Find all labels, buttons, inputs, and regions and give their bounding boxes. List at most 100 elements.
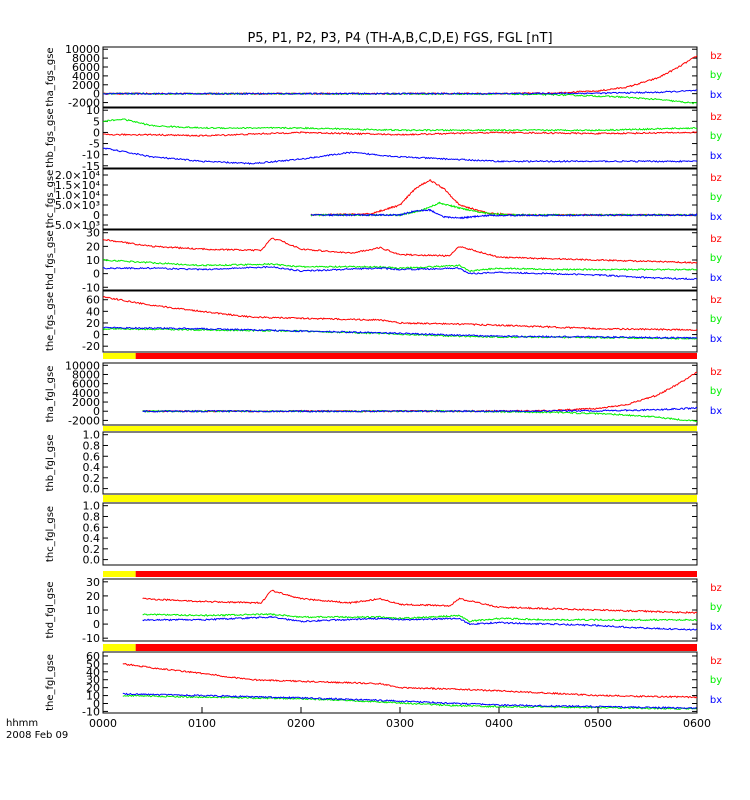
series-by [142, 409, 697, 423]
panel-frame [102, 502, 698, 566]
flag-bar-yellow [103, 571, 136, 577]
y-tick-label: 30 [86, 576, 100, 589]
y-tick-label: 4000 [72, 387, 100, 400]
y-axis-label: thd_fgl_gse [45, 582, 56, 639]
series-bz [103, 131, 697, 138]
y-tick-label: 40 [86, 666, 100, 679]
legend-bx: bx [710, 695, 722, 706]
series-bx [142, 406, 697, 413]
y-tick-label: -15 [82, 160, 100, 173]
y-tick-label: 0.6 [83, 521, 101, 534]
x-tick-label: 0400 [485, 717, 513, 730]
flag-bar-red [135, 353, 698, 359]
legend-by: by [710, 386, 722, 397]
panel-thc_fgl_gse: 1.00.80.60.40.20.0 thc_fgl_gse [45, 500, 698, 567]
legend-bx: bx [710, 90, 722, 101]
y-tick-label: 60 [86, 294, 100, 307]
series-bz [142, 371, 697, 413]
legend-bx: bx [710, 151, 722, 162]
y-tick-label: 30 [86, 674, 100, 687]
y-tick-label: -2000 [68, 414, 100, 427]
panel-frame [102, 46, 698, 108]
y-tick-label: 2.0×10⁴ [55, 169, 101, 182]
panel-frame [102, 107, 698, 169]
y-tick-label: 0.0 [83, 483, 101, 496]
y-tick-label: 60 [86, 650, 100, 663]
y-axis-label: thd_fgs_gse [45, 230, 56, 289]
x-tick-label: 0200 [287, 717, 315, 730]
y-tick-label: 10 [86, 104, 100, 117]
series-bx [103, 265, 697, 281]
series-by [103, 118, 697, 132]
series-bz [122, 663, 697, 699]
series-bx [103, 326, 697, 340]
y-tick-label: 0.4 [83, 532, 101, 545]
legend-by: by [710, 314, 722, 325]
y-tick-label: 0 [93, 126, 100, 139]
legend-bz: bz [710, 112, 722, 123]
y-tick-label: 50 [86, 658, 100, 671]
x-tick-label: 0600 [683, 717, 711, 730]
y-axis-label: tha_fgl_gse [45, 366, 56, 423]
legend-bz: bz [710, 656, 722, 667]
y-tick-label: 0.8 [83, 510, 101, 523]
y-axis-label: the_fgs_gse [45, 292, 56, 351]
legend-bx: bx [710, 406, 722, 417]
series-bz [142, 589, 697, 615]
series-bz [310, 179, 697, 217]
y-tick-label: 6000 [72, 378, 100, 391]
y-tick-label: 0.0 [83, 554, 101, 567]
y-tick-label: 0.6 [83, 450, 101, 463]
y-tick-label: 30 [86, 227, 100, 240]
y-tick-label: -10 [82, 281, 100, 294]
y-tick-label: 10 [86, 604, 100, 617]
y-tick-label: 1.0 [83, 429, 101, 442]
y-tick-label: 1.5×10⁴ [55, 179, 101, 192]
y-axis-label: thb_fgl_gse [45, 435, 56, 492]
legend-bx: bx [710, 273, 722, 284]
chart-title: P5, P1, P2, P3, P4 (TH-A,B,C,D,E) FGS, F… [247, 31, 552, 46]
legend-bz: bz [710, 51, 722, 62]
y-axis-label: tha_fgs_gse [45, 47, 56, 106]
panel-frame [102, 168, 698, 230]
series-bx [122, 692, 697, 710]
y-tick-label: 10000 [65, 43, 100, 56]
flag-bar-red [135, 571, 698, 577]
flag-bar-yellow [103, 495, 697, 502]
y-tick-label: 2000 [72, 396, 100, 409]
legend-bz: bz [710, 234, 722, 245]
panel-frame [102, 290, 698, 353]
y-tick-label: 1.0×10⁴ [55, 189, 101, 202]
y-tick-label: 1.0 [83, 500, 101, 513]
series-bx [142, 615, 697, 631]
panel-thb_fgl_gse: 1.00.80.60.40.20.0 thb_fgl_gse [45, 429, 698, 496]
y-tick-label: 20 [86, 317, 100, 330]
y-tick-label: 0.2 [83, 543, 101, 556]
y-tick-label: 5.0×10³ [55, 199, 100, 212]
series-by [103, 258, 697, 272]
series-bz [103, 237, 697, 264]
y-tick-label: 2000 [72, 79, 100, 92]
x-unit-label: hhmm [6, 718, 38, 729]
panel-thc_fgs_gse: 2.0×10⁴1.5×10⁴1.0×10⁴5.0×10³0-5.0×10³thc… [45, 168, 722, 232]
panel-frame [102, 362, 698, 426]
series-by [142, 613, 697, 623]
series-by [103, 327, 697, 340]
y-tick-label: 0 [93, 405, 100, 418]
series-bx [103, 89, 697, 96]
y-tick-label: -2000 [68, 97, 100, 110]
x-tick-label: 0500 [584, 717, 612, 730]
x-tick-label: 0300 [386, 717, 414, 730]
legend-by: by [710, 602, 722, 613]
legend-by: by [710, 70, 722, 81]
y-tick-label: 8000 [72, 52, 100, 65]
y-tick-label: 4000 [72, 70, 100, 83]
series-bx [310, 208, 697, 220]
